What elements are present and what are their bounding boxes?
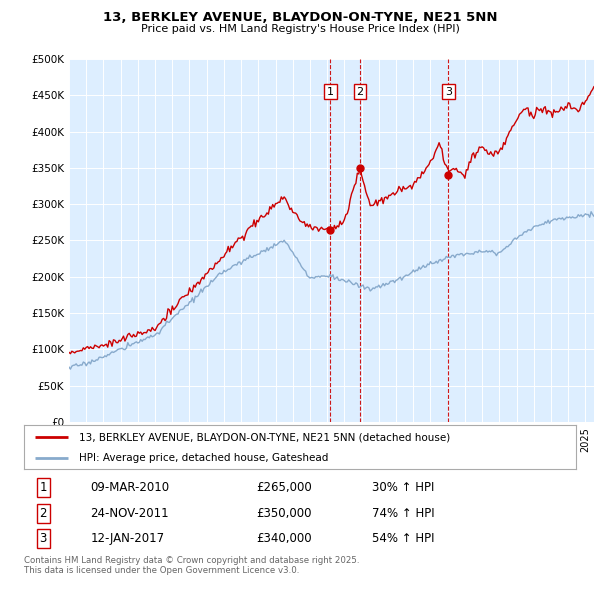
- Text: 09-MAR-2010: 09-MAR-2010: [90, 481, 169, 494]
- Text: 2: 2: [40, 507, 47, 520]
- Text: 13, BERKLEY AVENUE, BLAYDON-ON-TYNE, NE21 5NN (detached house): 13, BERKLEY AVENUE, BLAYDON-ON-TYNE, NE2…: [79, 432, 451, 442]
- Text: 1: 1: [327, 87, 334, 97]
- Text: 24-NOV-2011: 24-NOV-2011: [90, 507, 169, 520]
- Text: 3: 3: [40, 532, 47, 545]
- Text: 74% ↑ HPI: 74% ↑ HPI: [372, 507, 434, 520]
- Text: £350,000: £350,000: [256, 507, 311, 520]
- Text: 12-JAN-2017: 12-JAN-2017: [90, 532, 164, 545]
- Text: £265,000: £265,000: [256, 481, 311, 494]
- Text: HPI: Average price, detached house, Gateshead: HPI: Average price, detached house, Gate…: [79, 453, 329, 463]
- Text: 1: 1: [40, 481, 47, 494]
- Text: 13, BERKLEY AVENUE, BLAYDON-ON-TYNE, NE21 5NN: 13, BERKLEY AVENUE, BLAYDON-ON-TYNE, NE2…: [103, 11, 497, 24]
- Text: 54% ↑ HPI: 54% ↑ HPI: [372, 532, 434, 545]
- Text: 2: 2: [356, 87, 364, 97]
- Text: 3: 3: [445, 87, 452, 97]
- Text: £340,000: £340,000: [256, 532, 311, 545]
- Text: 30% ↑ HPI: 30% ↑ HPI: [372, 481, 434, 494]
- Text: Contains HM Land Registry data © Crown copyright and database right 2025.
This d: Contains HM Land Registry data © Crown c…: [24, 556, 359, 575]
- Text: Price paid vs. HM Land Registry's House Price Index (HPI): Price paid vs. HM Land Registry's House …: [140, 24, 460, 34]
